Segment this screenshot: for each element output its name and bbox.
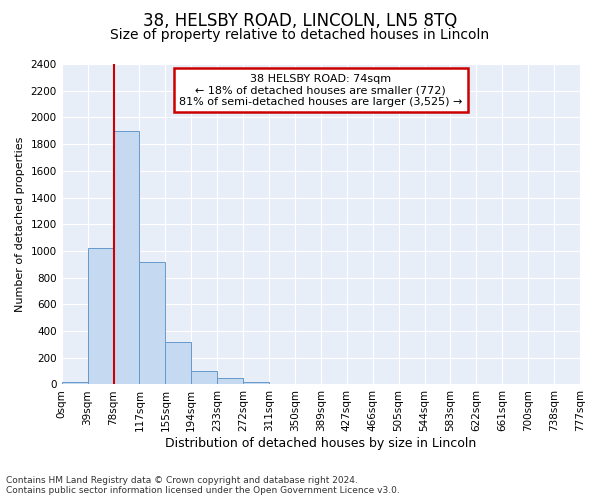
Bar (113, 131, 139, 384)
Text: Contains HM Land Registry data © Crown copyright and database right 2024.
Contai: Contains HM Land Registry data © Crown c… (6, 476, 400, 495)
Bar (139, 262, 166, 384)
Bar (191, 371, 217, 384)
Text: 38 HELSBY ROAD: 74sqm
← 18% of detached houses are smaller (772)
81% of semi-det: 38 HELSBY ROAD: 74sqm ← 18% of detached … (179, 74, 463, 107)
X-axis label: Distribution of detached houses by size in Lincoln: Distribution of detached houses by size … (165, 437, 476, 450)
Bar (243, 382, 269, 384)
Bar (62, 382, 88, 384)
Bar (166, 342, 191, 384)
Y-axis label: Number of detached properties: Number of detached properties (15, 136, 25, 312)
Bar (88, 248, 113, 384)
Text: Size of property relative to detached houses in Lincoln: Size of property relative to detached ho… (110, 28, 490, 42)
Text: 38, HELSBY ROAD, LINCOLN, LN5 8TQ: 38, HELSBY ROAD, LINCOLN, LN5 8TQ (143, 12, 457, 30)
Bar (217, 378, 243, 384)
